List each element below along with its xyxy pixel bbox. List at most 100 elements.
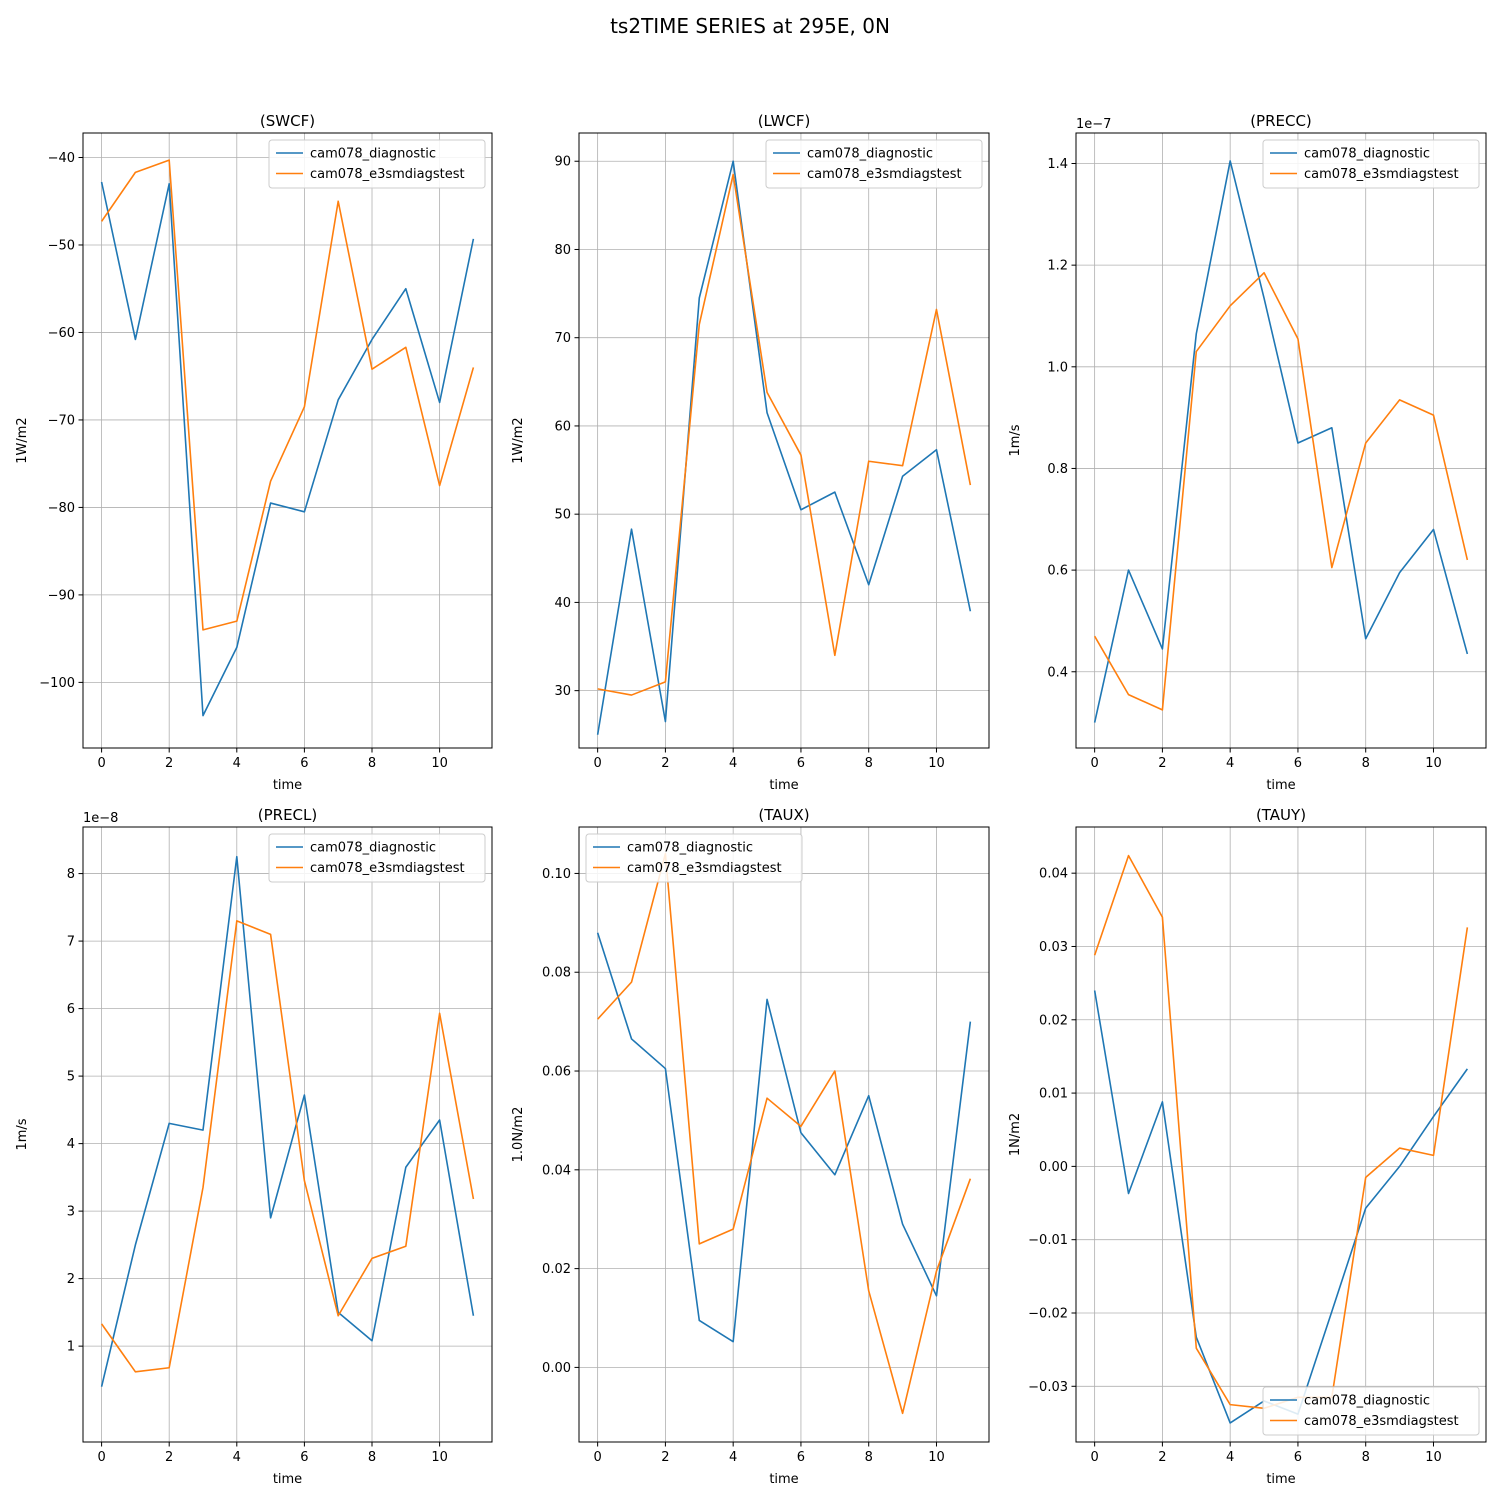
y-tick-label: −90 — [48, 588, 75, 603]
x-tick-label: 2 — [661, 756, 669, 771]
legend-entry-0: cam078_diagnostic — [627, 841, 753, 856]
x-tick-label: 0 — [97, 1450, 105, 1465]
y-tick-label: −60 — [48, 326, 75, 341]
subplot-title: (TAUX) — [758, 806, 809, 824]
x-tick-label: 2 — [661, 1450, 669, 1465]
legend-box — [765, 139, 983, 189]
series-line-0 — [100, 855, 475, 1387]
x-tick-label: 10 — [928, 756, 945, 771]
series-line-0 — [596, 160, 972, 735]
y-tick-label: −40 — [48, 151, 75, 166]
legend-entry-1: cam078_e3smdiagstest — [807, 167, 962, 182]
x-tick-label: 10 — [431, 756, 448, 771]
subplot-title: (PRECL) — [258, 806, 317, 824]
x-tick-label: 8 — [368, 756, 376, 771]
axes-frame — [82, 132, 493, 749]
y-axis-label: 1m/s — [15, 1118, 30, 1150]
subplot-5: 0 2 4 6 8 10 −0.03 −0.02 −0.01 0.00 0.01 0.02 0.03 0.… — [1008, 806, 1487, 1487]
series-line-1 — [100, 920, 475, 1373]
x-tick-label: 8 — [865, 1450, 873, 1465]
legend-entry-0: cam078_diagnostic — [807, 147, 933, 162]
legend-entry-0: cam078_diagnostic — [310, 841, 436, 856]
y-offset-label: 1e−7 — [1076, 117, 1111, 132]
series-line-0 — [596, 932, 972, 1343]
y-tick-label: 0.8 — [1047, 462, 1068, 477]
legend-box — [1262, 139, 1480, 189]
x-tick-label: 10 — [431, 1450, 448, 1465]
subplot-2: 0 2 4 6 8 10 0.4 0.6 0.8 1.0 1.2 1.4 (PRECC) time 1m/s… — [1008, 112, 1487, 793]
y-tick-label: 30 — [554, 684, 571, 699]
y-tick-label: −0.02 — [1028, 1306, 1068, 1321]
y-tick-label: 90 — [554, 155, 571, 170]
y-tick-label: −80 — [48, 501, 75, 516]
y-tick-label: 60 — [554, 419, 571, 434]
series-line-0 — [1093, 160, 1469, 723]
x-tick-label: 4 — [729, 1450, 737, 1465]
y-tick-label: 40 — [554, 596, 571, 611]
y-tick-label: −100 — [39, 676, 75, 691]
axes-frame — [1075, 826, 1487, 1443]
x-tick-label: 6 — [1294, 756, 1302, 771]
axes-frame — [578, 132, 990, 749]
x-axis-label: time — [273, 1472, 302, 1487]
series-line-0 — [100, 181, 475, 717]
subplot-0: 0 2 4 6 8 10 −100 −90 −80 −70 −60 −50 −40 (SWCF) time 1… — [15, 112, 493, 793]
y-tick-label: 0.01 — [1039, 1087, 1068, 1102]
y-tick-label: 50 — [554, 508, 571, 523]
x-tick-label: 0 — [97, 756, 105, 771]
series-line-1 — [1093, 271, 1469, 711]
x-tick-label: 4 — [1226, 756, 1234, 771]
x-tick-label: 0 — [593, 1450, 601, 1465]
x-tick-label: 4 — [1226, 1450, 1234, 1465]
x-tick-label: 4 — [233, 756, 241, 771]
legend: cam078_diagnostic cam078_e3smdiagstest — [585, 833, 803, 883]
x-tick-label: 4 — [729, 756, 737, 771]
legend-box — [585, 833, 803, 883]
y-tick-label: −70 — [48, 413, 75, 428]
x-tick-label: 6 — [300, 756, 308, 771]
legend-entry-1: cam078_e3smdiagstest — [1304, 1414, 1459, 1429]
legend-entry-1: cam078_e3smdiagstest — [310, 167, 465, 182]
y-tick-label: 4 — [67, 1137, 75, 1152]
y-tick-label: 1 — [67, 1340, 75, 1355]
legend-box — [268, 139, 486, 189]
legend-entry-1: cam078_e3smdiagstest — [627, 861, 782, 876]
legend: cam078_diagnostic cam078_e3smdiagstest — [268, 833, 486, 883]
subplot-3: 0 2 4 6 8 1012345678(PRECL)time1m/s1e−8cam078… — [15, 806, 493, 1487]
legend-entry-1: cam078_e3smdiagstest — [310, 861, 465, 876]
x-tick-label: 10 — [1425, 1450, 1442, 1465]
legend-entry-0: cam078_diagnostic — [1304, 1394, 1430, 1409]
axes-frame — [82, 826, 493, 1443]
x-tick-label: 6 — [1294, 1450, 1302, 1465]
y-axis-label: 1W/m2 — [511, 417, 526, 463]
y-tick-label: 0.10 — [542, 867, 571, 882]
y-axis-label: 1.0N/m2 — [511, 1107, 526, 1163]
x-tick-label: 6 — [797, 756, 805, 771]
x-axis-label: time — [1266, 778, 1295, 793]
subplot-title: (LWCF) — [758, 112, 811, 130]
x-tick-label: 8 — [368, 1450, 376, 1465]
y-tick-label: 1.0 — [1047, 360, 1068, 375]
x-tick-label: 10 — [1425, 756, 1442, 771]
subplot-title: (PRECC) — [1250, 112, 1312, 130]
legend: cam078_diagnostic cam078_e3smdiagstest — [765, 139, 983, 189]
x-axis-label: time — [273, 778, 302, 793]
y-tick-label: 0.4 — [1047, 665, 1068, 680]
y-tick-label: 3 — [67, 1205, 75, 1220]
y-tick-label: 70 — [554, 331, 571, 346]
subplot-1: 0 2 4 6 8 10 30 40 50 60 70 80 90 (LWCF) time 1W/m2 cam0… — [511, 112, 990, 793]
series-line-1 — [597, 852, 972, 1415]
y-axis-label: 1N/m2 — [1008, 1113, 1023, 1156]
y-tick-label: −0.01 — [1028, 1233, 1068, 1248]
legend: cam078_diagnostic cam078_e3smdiagstest — [268, 139, 486, 189]
x-tick-label: 8 — [1362, 756, 1370, 771]
y-tick-label: −50 — [48, 238, 75, 253]
legend: cam078_diagnostic cam078_e3smdiagstest — [1262, 1386, 1480, 1436]
y-tick-label: −0.03 — [1028, 1380, 1068, 1395]
y-tick-label: 8 — [67, 867, 75, 882]
x-axis-label: time — [1266, 1472, 1295, 1487]
y-tick-label: 0.02 — [542, 1262, 571, 1277]
x-tick-label: 10 — [928, 1450, 945, 1465]
